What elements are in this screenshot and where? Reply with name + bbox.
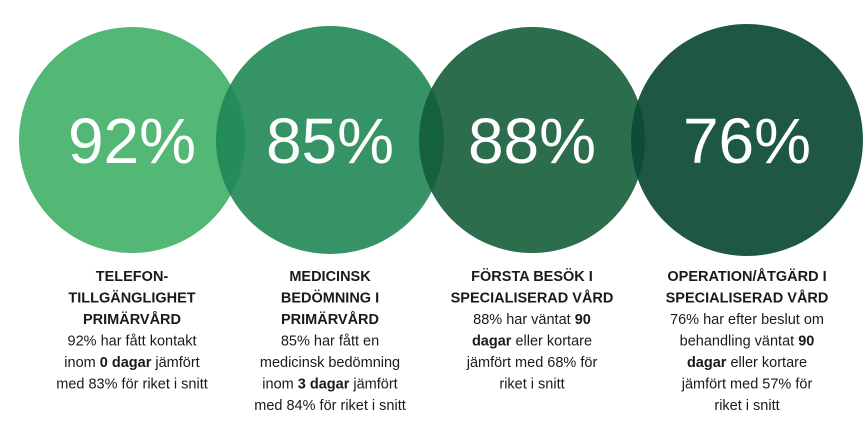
description-line: behandling väntat 90 <box>680 334 815 350</box>
item-title: PRIMÄRVÅRD <box>281 311 379 328</box>
description-text: 92% har fått kontakt <box>68 334 197 350</box>
description-text: 3 dagar <box>298 377 350 393</box>
description-line: med 83% för riket i snitt <box>56 377 208 393</box>
description-text: jämfört med 68% för <box>466 355 598 371</box>
description-line: riket i snitt <box>714 398 779 414</box>
circles <box>19 24 863 256</box>
description-text: dagar <box>687 355 727 371</box>
description-text: 90 <box>798 334 814 350</box>
description-line: jämfört med 57% för <box>681 377 813 393</box>
item-title: TILLGÄNGLIGHET <box>68 290 195 307</box>
description-text: 90 <box>575 312 591 328</box>
description-text: 0 dagar <box>100 355 152 371</box>
description-text: riket i snitt <box>499 377 564 393</box>
circle <box>216 26 444 254</box>
item-title: PRIMÄRVÅRD <box>83 311 181 328</box>
description-text: eller kortare <box>511 334 592 350</box>
description-text: dagar <box>472 334 512 350</box>
item-title: OPERATION/ÅTGÄRD I <box>667 268 826 285</box>
description-line: 88% har väntat 90 <box>473 312 591 328</box>
item-title: BEDÖMNING I <box>281 290 379 307</box>
description-text: med 84% för riket i snitt <box>254 398 406 414</box>
description-text: 85% har fått en <box>281 334 379 350</box>
percent: 76% <box>683 105 811 177</box>
percent: 85% <box>266 105 394 177</box>
description-line: dagar eller kortare <box>687 355 807 371</box>
item-title: MEDICINSK <box>289 269 371 285</box>
description-text: 88% har väntat <box>473 312 575 328</box>
circle <box>419 27 645 253</box>
description-line: medicinsk bedömning <box>260 355 400 371</box>
item-title: TELEFON- <box>96 269 169 285</box>
description-text: 76% har efter beslut om <box>670 312 824 328</box>
description-line: jämfört med 68% för <box>466 355 598 371</box>
description-text: jämfört <box>349 377 397 393</box>
description-text: riket i snitt <box>714 398 779 414</box>
circle <box>19 27 245 253</box>
item-title: SPECIALISERAD VÅRD <box>666 290 829 307</box>
description-text: jämfört med 57% för <box>681 377 813 393</box>
description-line: med 84% för riket i snitt <box>254 398 406 414</box>
description-text: medicinsk bedömning <box>260 355 400 371</box>
description-line: 85% har fått en <box>281 334 379 350</box>
description-text: inom <box>262 377 297 393</box>
item-title: FÖRSTA BESÖK I <box>471 268 593 285</box>
item-title: SPECIALISERAD VÅRD <box>451 290 614 307</box>
description-text: jämfört <box>151 355 199 371</box>
description-line: inom 3 dagar jämfört <box>262 377 397 393</box>
description-line: 92% har fått kontakt <box>68 334 197 350</box>
percent: 92% <box>68 105 196 177</box>
description-line: 76% har efter beslut om <box>670 312 824 328</box>
description-text: med 83% för riket i snitt <box>56 377 208 393</box>
circle <box>631 24 863 256</box>
description-line: riket i snitt <box>499 377 564 393</box>
description-text: behandling väntat <box>680 334 799 350</box>
description-line: inom 0 dagar jämfört <box>64 355 199 371</box>
percent: 88% <box>468 105 596 177</box>
description-text: eller kortare <box>726 355 807 371</box>
description-text: inom <box>64 355 99 371</box>
description-line: dagar eller kortare <box>472 334 592 350</box>
